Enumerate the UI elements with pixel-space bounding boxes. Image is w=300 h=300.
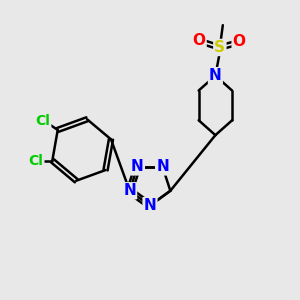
Text: N: N bbox=[131, 159, 144, 174]
Text: O: O bbox=[233, 34, 246, 49]
Text: N: N bbox=[156, 159, 169, 174]
Text: S: S bbox=[214, 40, 225, 55]
Text: N: N bbox=[209, 68, 222, 83]
Text: N: N bbox=[123, 183, 136, 198]
Text: S: S bbox=[145, 198, 155, 213]
Text: Cl: Cl bbox=[28, 154, 44, 168]
Text: O: O bbox=[193, 32, 206, 47]
Text: Cl: Cl bbox=[35, 114, 50, 128]
Text: N: N bbox=[144, 198, 156, 213]
